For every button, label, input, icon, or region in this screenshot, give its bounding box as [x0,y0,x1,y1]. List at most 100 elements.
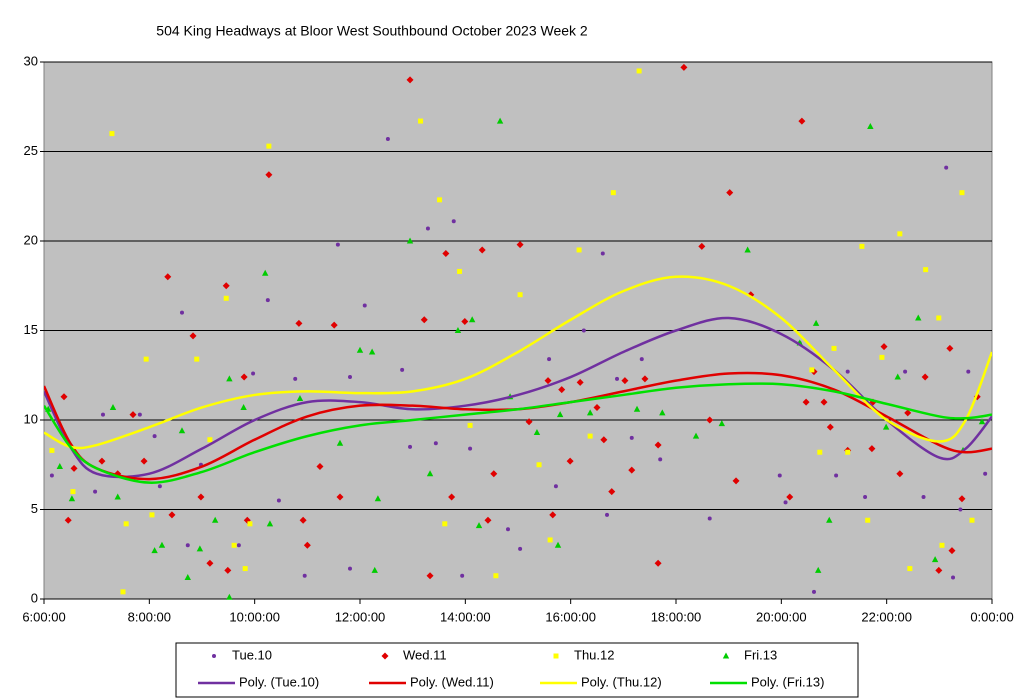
legend-label: Poly. (Thu.12) [581,674,662,689]
data-point [426,572,434,580]
data-point [549,511,557,519]
data-point [706,416,714,424]
data-point [834,473,839,478]
data-point [60,393,68,401]
legend-marker [553,653,559,659]
data-point [120,589,126,595]
data-point [493,573,499,579]
data-point [879,354,885,360]
data-point [610,190,616,196]
data-point [385,136,390,141]
data-point [240,403,247,410]
data-point [206,559,214,567]
data-point [223,295,229,301]
data-point [904,409,912,417]
legend-label: Fri.13 [744,647,777,662]
data-point [783,500,788,505]
x-tick-label: 14:00:00 [440,609,491,624]
y-tick-label: 25 [24,143,38,158]
data-point [605,512,610,517]
data-point [236,543,241,548]
data-point [939,542,945,548]
data-point [897,231,903,237]
data-point [468,316,476,323]
data-point [222,282,230,290]
data-point [517,292,523,298]
data-point [70,464,78,472]
data-point [266,143,272,149]
y-tick-label: 10 [24,411,38,426]
data-point [251,371,256,376]
data-point [347,375,352,380]
data-point [865,517,871,523]
data-point [475,522,483,529]
data-point [558,386,566,394]
data-point [114,493,121,500]
data-point [958,495,966,503]
data-point [400,367,405,372]
data-point [347,566,352,571]
data-point [408,444,413,449]
data-point [185,543,190,548]
data-point [406,76,414,84]
trendline [44,382,992,484]
data-point [629,435,634,440]
data-point [196,545,204,552]
data-point [896,470,904,478]
data-point [966,369,971,374]
data-point [460,573,465,578]
legend-label: Wed.11 [403,647,447,662]
data-point [152,434,157,439]
data-point [935,566,943,574]
data-point [442,521,448,527]
data-point [70,489,76,495]
data-point [231,542,237,548]
data-point [732,477,740,485]
data-point [859,243,865,249]
data-point [525,418,533,426]
data-point [179,310,184,315]
data-point [692,432,700,439]
data-point [335,242,340,247]
data-point [151,547,158,554]
data-point [845,369,850,374]
data-point [49,447,55,453]
data-point [680,63,688,71]
data-point [448,493,456,501]
data-point [547,537,553,543]
data-point [863,494,868,499]
data-point [194,356,200,362]
data-point [959,190,965,196]
data-point [454,327,462,333]
data-point [437,197,443,203]
data-point [969,517,975,523]
data-point [184,574,191,581]
legend-label: Poly. (Tue.10) [239,674,319,689]
data-point [867,122,874,129]
data-point [302,573,307,578]
data-point [484,516,492,524]
data-point [56,463,63,470]
data-point [845,449,851,455]
data-point [178,427,186,434]
data-point [266,520,274,527]
data-point [137,412,142,417]
data-point [636,68,642,74]
data-point [356,346,364,353]
legend-marker [212,654,216,658]
data-point [276,498,281,503]
data-point [815,566,822,573]
x-tick-label: 0:00:00 [970,609,1013,624]
data-point [544,377,552,385]
x-tick-label: 20:00:00 [756,609,807,624]
x-tick-label: 22:00:00 [861,609,912,624]
data-point [621,377,629,385]
data-point [958,507,963,512]
data-point [798,117,806,125]
y-tick-label: 5 [31,501,38,516]
data-point [923,267,929,273]
data-point [718,420,726,427]
data-point [368,348,376,355]
data-point [921,494,926,499]
data-point [654,559,662,567]
